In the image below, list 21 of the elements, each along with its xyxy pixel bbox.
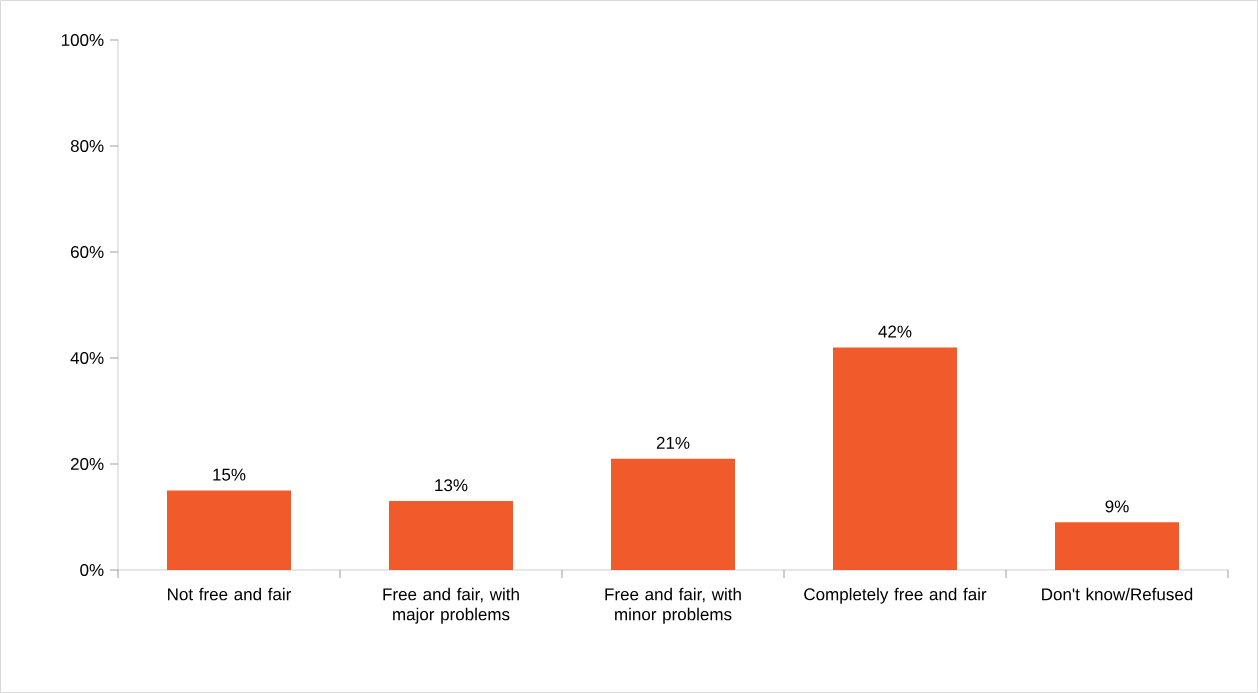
y-tick-label: 60% <box>70 245 104 259</box>
x-tick-label: Don't know/Refused <box>1042 587 1193 601</box>
x-tick-label: Free and fair, with minor problems <box>605 587 741 624</box>
y-tick-label: 100% <box>61 33 104 47</box>
y-tick-label: 80% <box>70 139 104 153</box>
y-tick-label: 40% <box>70 351 104 365</box>
bar <box>389 501 514 570</box>
x-tick-label: Not free and fair <box>168 587 292 601</box>
data-label: 15% <box>213 468 246 481</box>
data-label: 9% <box>1105 500 1129 513</box>
x-tick-label: Free and fair, with major problems <box>383 587 519 624</box>
data-label: 21% <box>656 436 690 449</box>
y-tick-label: 20% <box>70 457 104 471</box>
data-label: 42% <box>878 325 912 338</box>
bar <box>167 490 292 570</box>
x-tick-label: Completely free and fair <box>804 587 987 604</box>
y-tick-label: 0% <box>80 563 104 577</box>
data-label: 13% <box>435 479 468 492</box>
bar <box>611 458 736 570</box>
bar <box>833 347 958 570</box>
bar <box>1055 522 1179 570</box>
